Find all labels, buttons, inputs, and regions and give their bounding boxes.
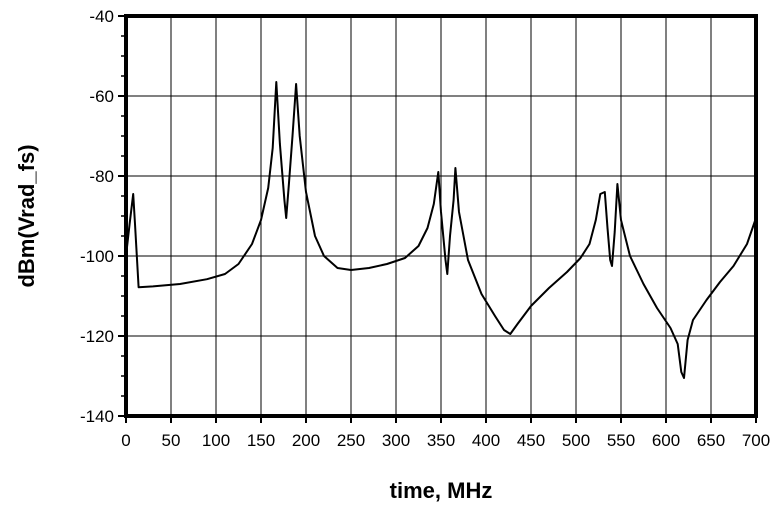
y-axis-title: dBm(Vrad_fs) — [14, 144, 39, 287]
x-tick-label: 450 — [517, 431, 545, 450]
x-tick-label: 200 — [292, 431, 320, 450]
grid-lines — [125, 15, 757, 417]
x-tick-label: 50 — [162, 431, 181, 450]
x-tick-label: 250 — [337, 431, 365, 450]
x-tick-label: 400 — [472, 431, 500, 450]
y-tick-label: -120 — [80, 327, 114, 346]
x-axis-title: time, MHz — [390, 478, 493, 503]
x-tick-label: 600 — [652, 431, 680, 450]
x-tick-label: 700 — [742, 431, 770, 450]
y-axis-ticks: -40 -60 -80 -100 -120 -140 — [80, 7, 126, 426]
y-tick-label: -140 — [80, 407, 114, 426]
x-axis-ticks: 0 50 100 150 200 250 300 350 400 450 500 550 600 650 7… — [121, 416, 770, 450]
x-tick-label: 300 — [382, 431, 410, 450]
x-tick-label: 150 — [247, 431, 275, 450]
x-tick-label: 0 — [121, 431, 130, 450]
x-tick-label: 100 — [202, 431, 230, 450]
y-tick-label: -60 — [89, 87, 114, 106]
x-tick-label: 650 — [697, 431, 725, 450]
y-tick-label: -80 — [89, 167, 114, 186]
x-tick-label: 550 — [607, 431, 635, 450]
y-tick-label: -100 — [80, 247, 114, 266]
x-tick-label: 350 — [427, 431, 455, 450]
spectrum-series-line — [125, 81, 757, 379]
x-tick-label: 500 — [562, 431, 590, 450]
y-tick-label: -40 — [89, 7, 114, 26]
